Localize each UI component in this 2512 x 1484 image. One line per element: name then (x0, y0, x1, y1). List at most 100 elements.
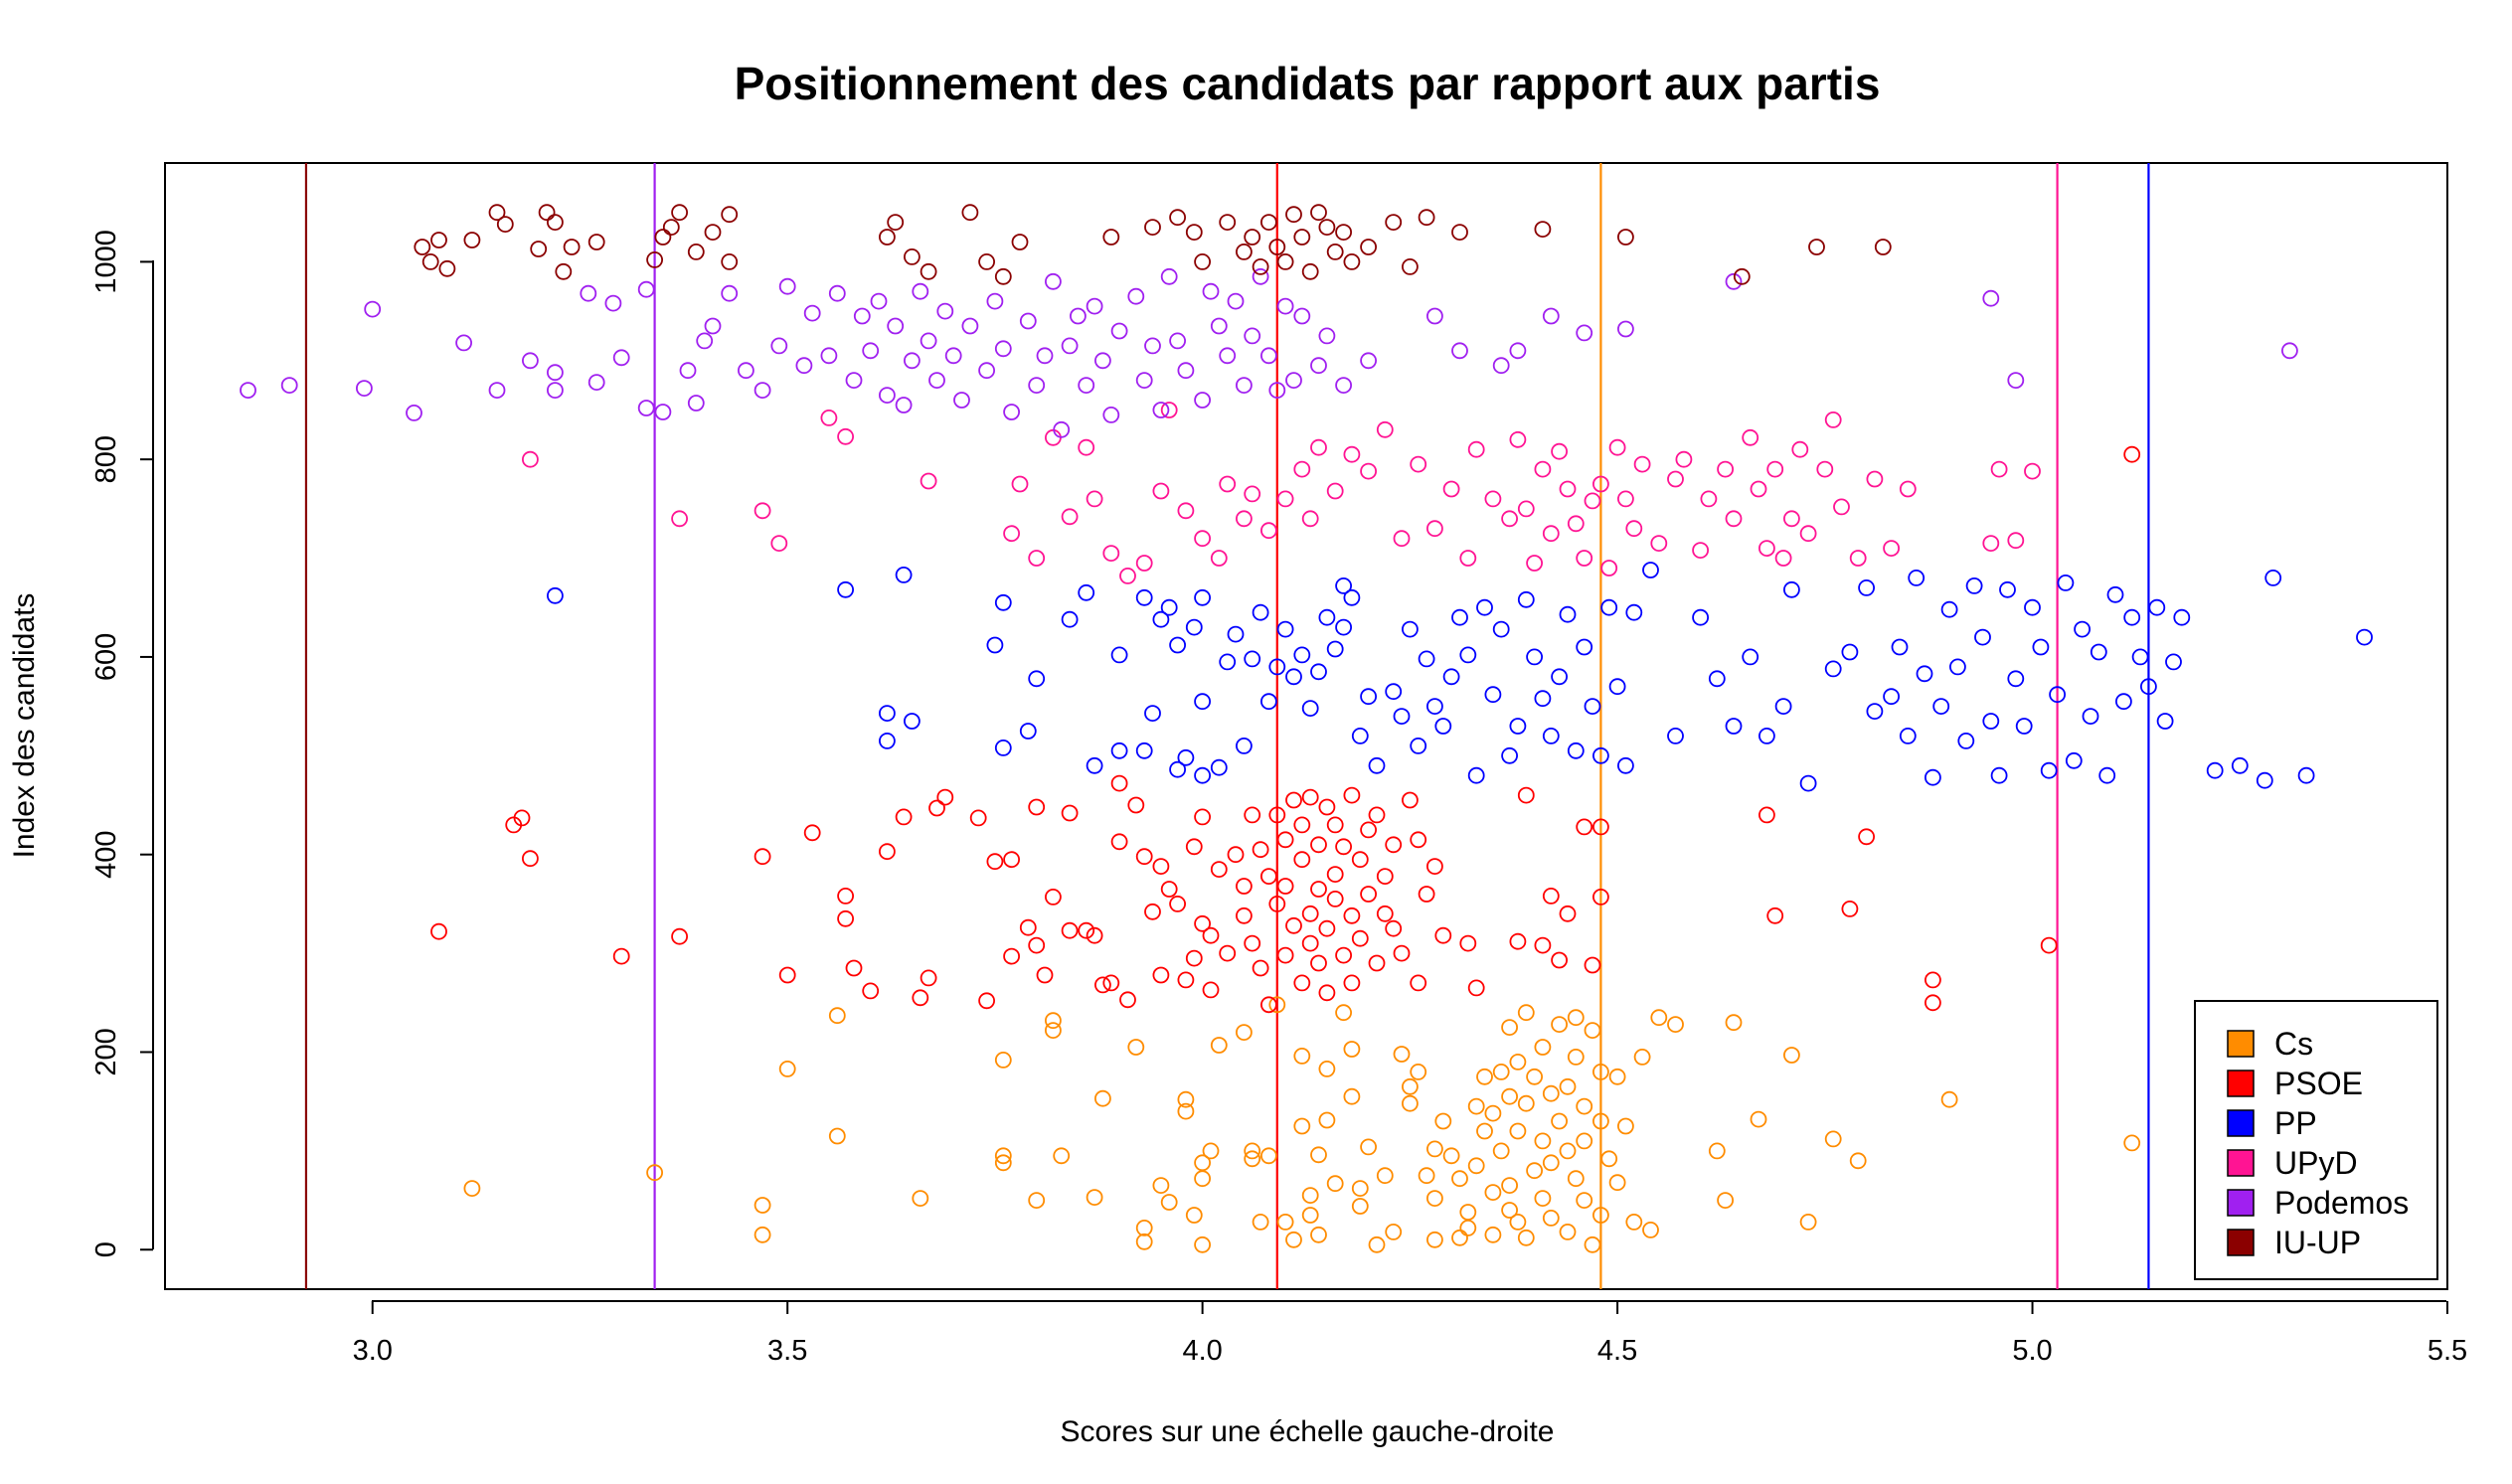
data-point (1517, 1094, 1535, 1112)
data-point (1318, 919, 1336, 937)
data-point (828, 1007, 846, 1025)
data-point (1451, 342, 1468, 360)
data-point (1135, 555, 1153, 572)
data-point (936, 788, 954, 806)
y-tick-label: 0 (90, 1241, 122, 1257)
data-point (1045, 889, 1062, 906)
data-point (1526, 1162, 1543, 1180)
data-point (1310, 663, 1327, 681)
data-point (1343, 974, 1361, 992)
data-point (1219, 475, 1237, 493)
data-point (1152, 966, 1170, 984)
data-point (1061, 921, 1079, 939)
data-point (1501, 1019, 1518, 1036)
data-point (1426, 1190, 1443, 1207)
data-point (1633, 1049, 1651, 1066)
data-point (895, 397, 913, 413)
data-point (1061, 508, 1079, 526)
data-point (887, 214, 905, 232)
data-point (895, 808, 913, 826)
data-point (1542, 1084, 1560, 1102)
data-point (1484, 1226, 1502, 1243)
data-point (1260, 522, 1277, 540)
chart-title: Positionnement des candidats par rapport… (735, 58, 1881, 109)
data-point (1717, 460, 1734, 478)
x-tick-label: 3.0 (353, 1335, 393, 1367)
data-point (1600, 598, 1618, 616)
data-point (1135, 848, 1153, 866)
data-point (1360, 688, 1377, 706)
data-point (2256, 771, 2273, 789)
data-point (1816, 460, 1834, 478)
data-point (1451, 1170, 1468, 1188)
data-point (1509, 1122, 1527, 1140)
data-point (754, 848, 771, 866)
data-point (853, 307, 871, 325)
data-point (1442, 668, 1460, 686)
data-point (1144, 903, 1161, 920)
data-point (994, 740, 1012, 756)
data-point (1252, 959, 1269, 977)
data-point (1617, 490, 1634, 508)
data-point (1326, 866, 1344, 883)
data-point (1285, 791, 1302, 809)
data-point (1576, 638, 1593, 656)
data-point (1219, 653, 1237, 671)
data-point (1476, 598, 1493, 616)
data-point (1119, 991, 1136, 1009)
data-point (1576, 324, 1593, 342)
data-point (920, 332, 937, 350)
data-point (2173, 608, 2191, 626)
data-point (1260, 996, 1277, 1014)
data-point (1576, 1097, 1593, 1115)
data-point (1592, 1064, 1609, 1080)
data-point (2007, 372, 2025, 390)
data-point (1169, 896, 1186, 912)
data-point (421, 252, 439, 270)
data-point (1061, 804, 1079, 822)
legend-label-podemos: Podemos (2274, 1185, 2409, 1221)
data-point (912, 282, 929, 300)
data-point (1526, 648, 1543, 666)
data-point (1152, 402, 1170, 418)
data-point (1335, 577, 1352, 594)
data-point (1385, 683, 1403, 701)
data-point (1459, 646, 1477, 664)
data-point (1003, 404, 1020, 420)
data-point (1758, 728, 1775, 744)
data-point (1932, 698, 1950, 715)
data-point (1310, 836, 1327, 854)
data-point (1343, 588, 1361, 606)
data-point (837, 580, 854, 598)
data-point (1236, 878, 1253, 895)
series-cs (463, 996, 2141, 1253)
data-point (1750, 480, 1767, 498)
data-point (488, 382, 506, 400)
data-point (1177, 1102, 1195, 1120)
data-point (1268, 996, 1286, 1014)
data-point (1260, 868, 1277, 885)
data-point (1551, 668, 1568, 686)
data-point (879, 733, 896, 749)
data-point (1858, 579, 1875, 596)
data-point (1368, 756, 1386, 774)
data-point (1276, 297, 1294, 315)
data-point (2040, 936, 2058, 954)
data-point (1152, 1177, 1170, 1194)
data-point (1426, 858, 1443, 875)
data-point (1492, 620, 1510, 638)
data-point (1351, 851, 1369, 869)
data-point (1501, 1202, 1518, 1219)
data-point (1244, 650, 1261, 668)
data-point (1244, 485, 1261, 503)
data-point (547, 382, 564, 400)
data-point (2082, 708, 2099, 725)
data-point (1957, 733, 1975, 749)
data-point (1351, 728, 1369, 744)
data-point (986, 292, 1004, 310)
data-point (837, 888, 854, 905)
legend-label-pp: PP (2274, 1105, 2317, 1141)
data-point (1301, 700, 1319, 717)
data-point (1160, 267, 1178, 285)
data-point (928, 799, 945, 817)
